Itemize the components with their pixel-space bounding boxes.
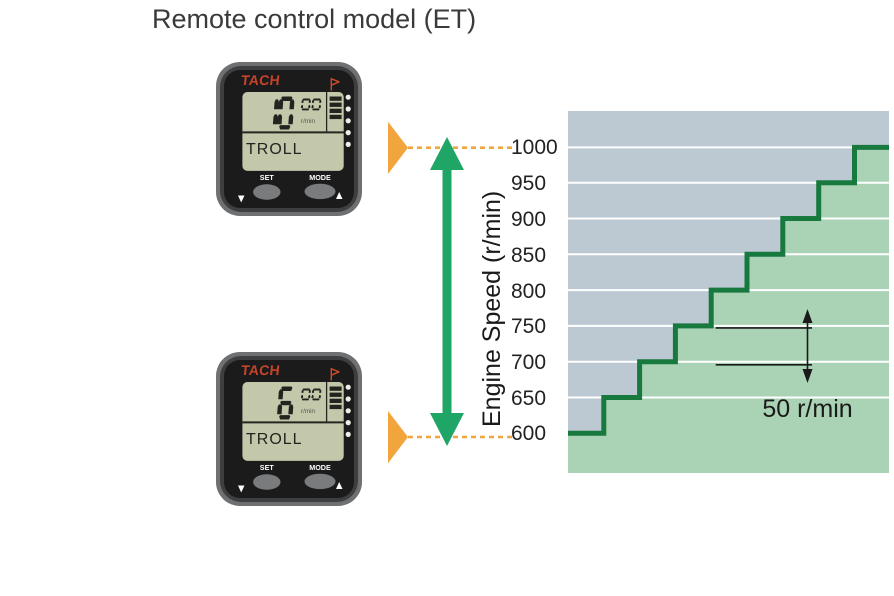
svg-text:TROLL: TROLL	[246, 431, 303, 448]
svg-text:r/min: r/min	[301, 408, 315, 415]
svg-text:TACH: TACH	[240, 362, 281, 378]
svg-text:50 r/min: 50 r/min	[762, 395, 852, 423]
svg-text:TROLL: TROLL	[246, 141, 303, 158]
svg-text:r/min: r/min	[301, 118, 315, 125]
svg-text:SET: SET	[260, 463, 275, 472]
svg-text:TACH: TACH	[240, 72, 281, 88]
svg-text:MODE: MODE	[309, 463, 331, 472]
svg-text:SET: SET	[259, 173, 274, 182]
svg-text:MODE: MODE	[309, 173, 331, 182]
